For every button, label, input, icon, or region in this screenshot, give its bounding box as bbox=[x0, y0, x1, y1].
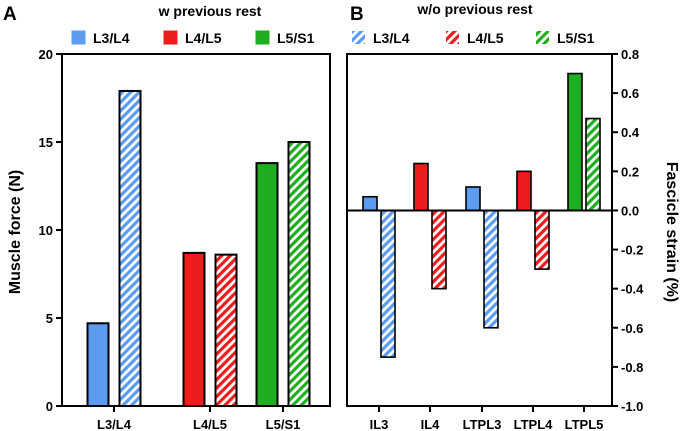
legend-label-l4-l5: L4/L5 bbox=[185, 30, 222, 46]
legend-swatch-l5-s1 bbox=[255, 30, 270, 45]
y-tick-label: 0.8 bbox=[621, 47, 639, 62]
bar-il4-hatched bbox=[431, 209, 447, 290]
y-tick-label: 0.0 bbox=[621, 203, 639, 218]
panel-a-letter: A bbox=[3, 4, 17, 25]
bar-il4-solid bbox=[413, 162, 429, 212]
legend-label-l3-l4: L3/L4 bbox=[373, 30, 410, 46]
legend-label-l4-l5: L4/L5 bbox=[467, 30, 504, 46]
bar-l5-s1-hatched bbox=[287, 141, 311, 407]
y-tick-label: 20 bbox=[39, 47, 53, 62]
y-tick-label: -0.2 bbox=[621, 243, 643, 258]
y-tick-label: -0.4 bbox=[621, 282, 644, 297]
bar-l4-l5-hatched bbox=[214, 253, 238, 407]
x-tick-label-il4: IL4 bbox=[421, 417, 441, 431]
legend-swatch-l3-l4 bbox=[71, 30, 86, 45]
bar-ltpl3-hatched bbox=[483, 209, 499, 329]
panel-b-ylabel: Fascicle strain (%) bbox=[663, 162, 680, 303]
legend-label-l5-s1: L5/S1 bbox=[277, 30, 315, 46]
y-tick-label: -0.6 bbox=[621, 321, 643, 336]
panel-a-ylabel: Muscle force (N) bbox=[7, 170, 24, 294]
y-tick-label: 0.2 bbox=[621, 164, 639, 179]
x-tick-label-ltpl3: LTPL3 bbox=[463, 417, 502, 431]
x-tick-label-il3: IL3 bbox=[370, 417, 389, 431]
x-tick-label-l4-l5: L4/L5 bbox=[193, 417, 227, 431]
panel-b-letter: B bbox=[350, 4, 364, 25]
y-tick-label: 5 bbox=[46, 311, 53, 326]
bar-il3-hatched bbox=[380, 209, 396, 358]
x-tick-label-ltpl4: LTPL4 bbox=[514, 417, 554, 431]
panel-a-title: w previous rest bbox=[158, 3, 262, 19]
panel-b-chart: L3/L4 L4/L5 L5/S1 IL3 IL4 LTPL3 LTPL4 LTPL5 0.8 0… bbox=[346, 30, 644, 431]
bar-l3-l4-solid bbox=[86, 322, 110, 407]
x-tick-label-l5-s1: L5/S1 bbox=[266, 417, 301, 431]
y-tick-label: 10 bbox=[39, 223, 53, 238]
y-tick-label: 0.6 bbox=[621, 86, 639, 101]
bar-ltpl3-solid bbox=[465, 186, 481, 212]
legend-swatch-l4-l5 bbox=[163, 30, 178, 45]
bar-ltpl5-hatched bbox=[585, 117, 601, 212]
legend-swatch-hatched-l4-l5 bbox=[446, 31, 459, 44]
y-tick-label: 0.4 bbox=[621, 125, 640, 140]
panel-b-frame bbox=[346, 53, 613, 407]
bar-l4-l5-solid bbox=[182, 251, 206, 407]
bar-ltpl4-solid bbox=[516, 170, 532, 212]
panel-b-title: w/o previous rest bbox=[416, 1, 532, 17]
bar-ltpl5-solid bbox=[567, 72, 583, 212]
panel-a-chart: L3/L4 L4/L5 L5/S1 L3/L4 L4/L5 L5/S1 0 5 10 15 20 bbox=[39, 30, 331, 431]
legend-swatch-hatched-l5-s1 bbox=[536, 31, 549, 44]
y-tick-label: -0.8 bbox=[621, 360, 643, 375]
bar-il3-solid bbox=[362, 195, 378, 212]
y-tick-label: 0 bbox=[46, 399, 53, 414]
legend-swatch-hatched-l3-l4 bbox=[352, 31, 365, 44]
y-tick-label: -1.0 bbox=[621, 399, 643, 414]
bar-l3-l4-hatched bbox=[118, 89, 142, 408]
bar-ltpl4-hatched bbox=[534, 209, 550, 270]
legend-label-l5-s1: L5/S1 bbox=[557, 30, 595, 46]
bar-l5-s1-solid bbox=[255, 162, 279, 407]
legend-label-l3-l4: L3/L4 bbox=[93, 30, 130, 46]
y-tick-label: 15 bbox=[39, 135, 53, 150]
x-tick-label-ltpl5: LTPL5 bbox=[565, 417, 604, 431]
x-tick-label-l3-l4: L3/L4 bbox=[97, 417, 132, 431]
